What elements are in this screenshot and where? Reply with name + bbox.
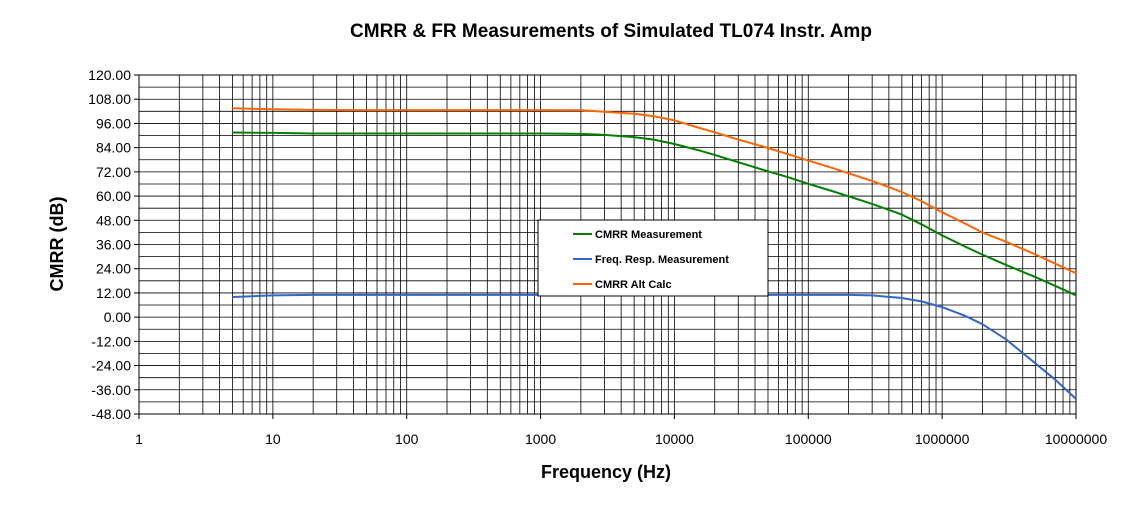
y-axis-ticks: -48.00 -36.00 -24.00 -12.00 0.00 12.00 24.00 36…	[88, 67, 139, 422]
series-line-1	[232, 131, 1077, 297]
x-tick-label: 100000	[785, 431, 832, 447]
series-line-3	[232, 107, 1077, 275]
y-tick-label: -36.00	[91, 382, 131, 398]
x-tick-label: 100	[395, 431, 419, 447]
legend-entry-label: CMRR Measurement	[595, 229, 702, 241]
y-tick-label: 120.00	[88, 67, 131, 83]
y-axis-label: CMRR (dB)	[47, 197, 67, 292]
y-tick-label: 60.00	[96, 188, 131, 204]
x-tick-label: 1	[135, 431, 143, 447]
legend: CMRR Measurement Freq. Resp. Measurement C…	[537, 219, 769, 297]
y-tick-label: 84.00	[96, 140, 131, 156]
x-axis-label: Frequency (Hz)	[541, 462, 671, 482]
x-tick-label: 10000	[655, 431, 694, 447]
series-lines	[232, 107, 1077, 400]
y-tick-label: 36.00	[96, 237, 131, 253]
y-tick-label: 96.00	[96, 115, 131, 131]
y-tick-label: -12.00	[91, 333, 131, 349]
x-tick-label: 10000000	[1045, 431, 1108, 447]
x-axis-ticks: 1 10 100 1000 10000 100000 1000000 10000000	[135, 414, 1107, 447]
y-tick-label: -48.00	[91, 406, 131, 422]
grid-lines	[138, 74, 1076, 415]
series-line-2	[232, 293, 1077, 400]
legend-entry-label: Freq. Resp. Measurement	[595, 254, 729, 266]
y-tick-label: 48.00	[96, 212, 131, 228]
y-tick-label: 72.00	[96, 164, 131, 180]
x-tick-label: 1000	[525, 431, 556, 447]
chart-title: CMRR & FR Measurements of Simulated TL07…	[350, 21, 872, 42]
y-tick-label: 24.00	[96, 261, 131, 277]
x-tick-label: 1000000	[915, 431, 970, 447]
y-tick-label: 108.00	[88, 91, 131, 107]
y-tick-label: -24.00	[91, 358, 131, 374]
x-tick-label: 10	[265, 431, 281, 447]
y-tick-label: 12.00	[96, 285, 131, 301]
legend-entry-label: CMRR Alt Calc	[595, 279, 672, 291]
y-tick-label: 0.00	[104, 309, 131, 325]
